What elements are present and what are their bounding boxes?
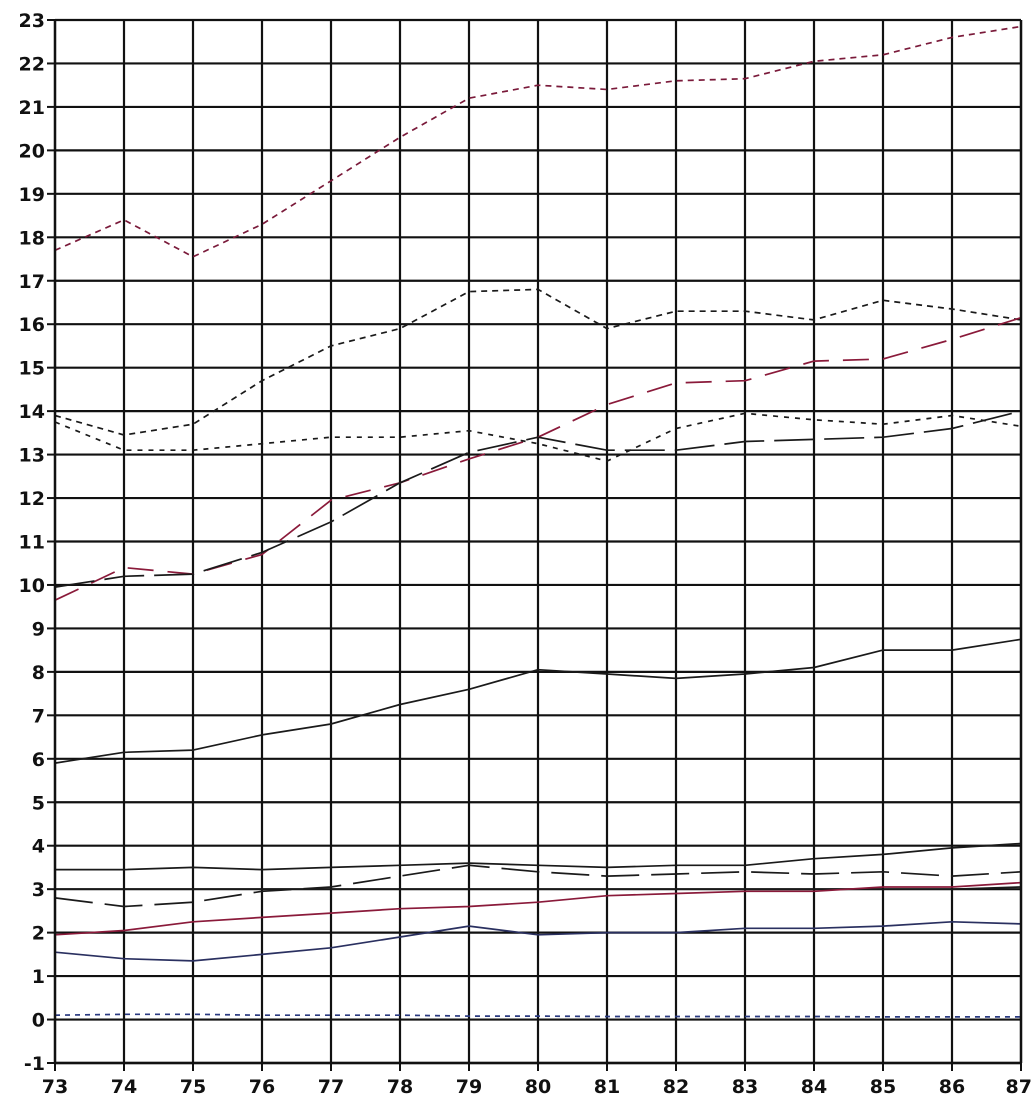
y-tick-label: 8 (32, 662, 45, 684)
x-tick-label: 87 (1006, 1076, 1032, 1098)
y-tick-label: 14 (19, 401, 45, 423)
y-tick-label: 6 (32, 749, 45, 771)
y-tick-label: 3 (32, 879, 45, 901)
series-line-5 (54, 410, 1022, 588)
y-tick-label: 23 (19, 10, 45, 32)
series-line-12 (54, 1013, 1021, 1018)
x-tick-label: 73 (42, 1076, 68, 1098)
y-tick-label: 9 (32, 618, 45, 640)
series-line-2 (54, 288, 1022, 436)
x-tick-label: 82 (663, 1076, 689, 1098)
x-tick-label: 86 (939, 1076, 965, 1098)
y-tick-label: 0 (32, 1010, 45, 1032)
x-tick-label: 74 (111, 1076, 137, 1098)
tick-labels: -101234567891011121314151617181920212223… (19, 10, 1032, 1098)
series-line-1 (54, 25, 1022, 258)
x-tick-label: 85 (870, 1076, 896, 1098)
x-tick-label: 77 (318, 1076, 344, 1098)
y-tick-label: 4 (32, 836, 45, 858)
y-tick-label: 18 (19, 227, 45, 249)
series-line-6 (54, 638, 1022, 764)
grid (53, 18, 1023, 1065)
y-tick-label: 15 (19, 358, 45, 380)
y-tick-label: 12 (19, 488, 45, 510)
y-tick-label: 19 (19, 184, 45, 206)
y-tick-label: 21 (19, 97, 45, 119)
y-tick-label: 20 (19, 140, 45, 162)
y-tick-label: 2 (32, 923, 45, 945)
series-layer (54, 25, 1022, 1018)
series-line-11 (54, 920, 1022, 962)
series-line-8 (54, 864, 1022, 908)
x-tick-label: 78 (387, 1076, 413, 1098)
y-tick-label: -1 (24, 1053, 45, 1075)
x-tick-label: 76 (249, 1076, 275, 1098)
x-tick-label: 83 (732, 1076, 758, 1098)
x-tick-label: 84 (801, 1076, 827, 1098)
x-tick-label: 75 (180, 1076, 206, 1098)
series-line-10 (54, 881, 1022, 936)
y-tick-label: 17 (19, 271, 45, 293)
y-tick-label: 5 (32, 792, 45, 814)
x-tick-label: 81 (594, 1076, 620, 1098)
series-line-4 (54, 412, 1022, 462)
axes (47, 19, 1023, 1071)
y-tick-label: 7 (32, 705, 45, 727)
series-line-7 (55, 842, 1022, 871)
y-tick-label: 1 (32, 966, 45, 988)
y-tick-label: 16 (19, 314, 45, 336)
y-tick-label: 13 (19, 445, 45, 467)
x-tick-label: 80 (525, 1076, 551, 1098)
x-tick-label: 79 (456, 1076, 482, 1098)
y-tick-label: 10 (19, 575, 45, 597)
y-tick-label: 11 (19, 532, 45, 554)
y-tick-label: 22 (19, 53, 45, 75)
